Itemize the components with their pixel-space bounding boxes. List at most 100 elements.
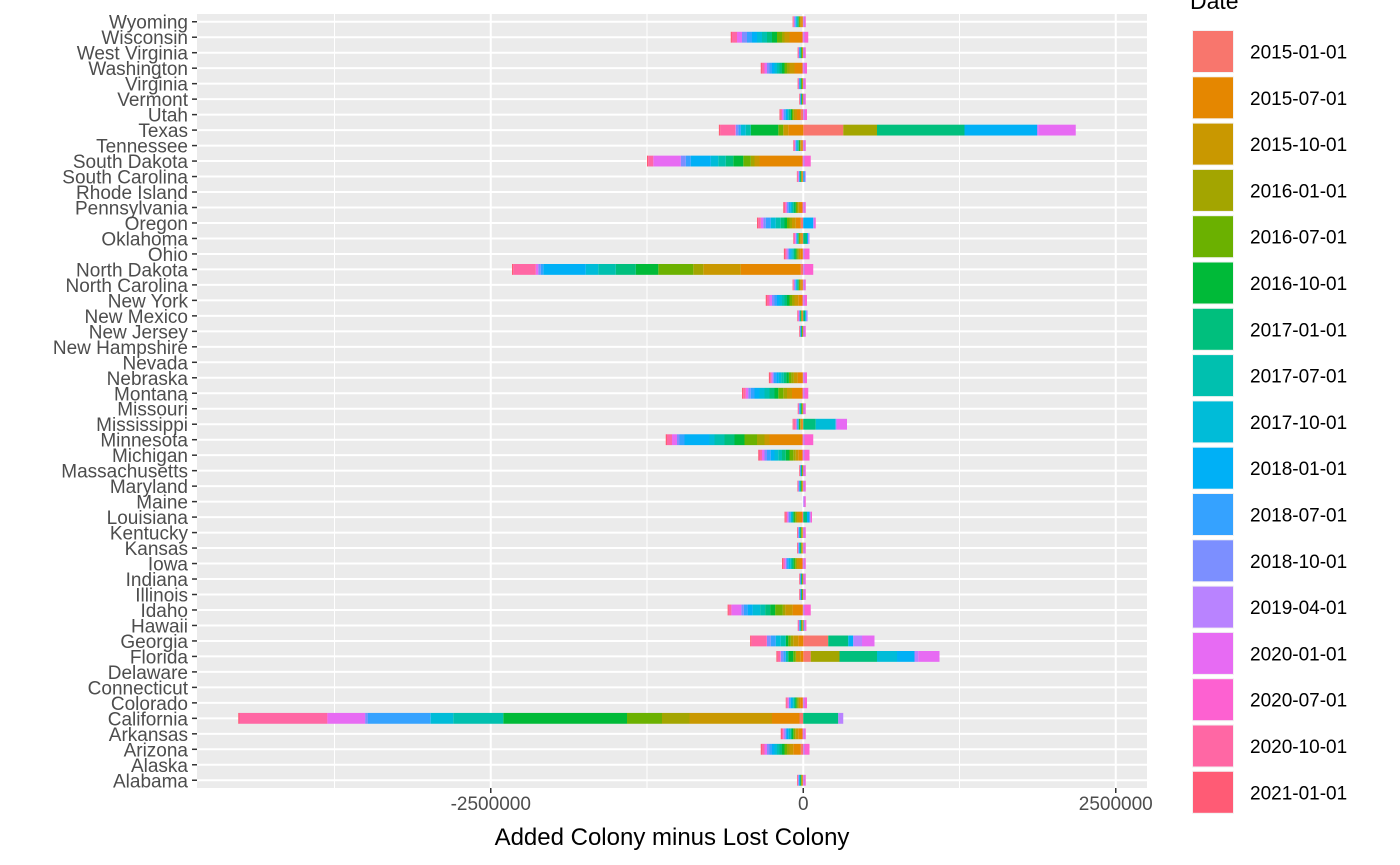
bar-segment	[804, 589, 806, 600]
bar-segment	[767, 743, 770, 755]
bar-segment	[801, 78, 802, 90]
bar-segment	[801, 480, 803, 492]
bar-segment	[799, 620, 801, 631]
bar-segment	[745, 387, 749, 399]
bar-segment	[798, 47, 799, 59]
bar-segment	[799, 47, 800, 59]
bar-segment	[798, 16, 800, 28]
bar-segment	[754, 387, 760, 399]
bar-segment	[789, 31, 802, 43]
bar-segment	[703, 264, 741, 275]
bar-segment	[774, 62, 777, 74]
bar-segment	[800, 310, 801, 322]
bar-segment	[1038, 124, 1076, 136]
bar-segment	[799, 465, 800, 477]
bar-segment	[799, 171, 800, 182]
bar-segment	[789, 449, 794, 461]
bar-segment	[743, 155, 751, 167]
bar-segment	[802, 527, 804, 538]
bar-segment	[790, 697, 792, 709]
bar-segment	[798, 620, 800, 631]
bar-segment	[758, 217, 761, 229]
bar-segment	[798, 635, 804, 647]
bar-segment	[803, 248, 805, 260]
legend-key	[1193, 494, 1233, 535]
bar-segment	[798, 620, 799, 631]
bar-segment	[801, 774, 803, 786]
bar-segment	[772, 294, 775, 306]
bar-segment	[767, 62, 770, 74]
bar-segment	[798, 697, 801, 709]
bar-segment	[800, 774, 801, 786]
y-tick-label: Tennessee	[96, 137, 188, 158]
legend-key	[1193, 447, 1233, 489]
bar-segment	[775, 635, 781, 647]
bar-segment	[787, 558, 789, 569]
y-tick-label: Alaska	[131, 756, 188, 777]
bar-segment	[585, 264, 599, 275]
bar-segment	[793, 418, 796, 430]
bar-segment	[800, 527, 802, 538]
legend-key	[1193, 771, 1233, 813]
bar-segment	[802, 573, 804, 585]
bar-segment	[793, 109, 795, 121]
bar-segment	[803, 171, 805, 182]
bar-segment	[798, 542, 799, 554]
bar-segment	[799, 233, 801, 244]
bar-segment	[802, 140, 804, 151]
y-tick-label: Missouri	[117, 400, 188, 421]
bar-segment	[792, 604, 803, 616]
bar-segment	[803, 620, 806, 631]
bar-segment	[790, 558, 792, 569]
bar-segment	[543, 264, 586, 275]
bar-segment	[747, 604, 753, 616]
bar-segment	[800, 620, 801, 631]
bar-segment	[877, 124, 965, 136]
bar-segment	[804, 604, 811, 616]
bar-segment	[800, 109, 804, 121]
bar-segment	[797, 16, 798, 28]
bar-segment	[648, 155, 654, 167]
bar-segment	[801, 403, 803, 415]
bar-segment	[799, 589, 800, 600]
bar-segment	[795, 248, 797, 260]
bar-segment	[797, 774, 798, 786]
bar-segment	[799, 480, 800, 492]
bar-segment	[786, 697, 788, 709]
bar-segment	[793, 16, 794, 28]
bar-segment	[714, 434, 725, 446]
bar-segment	[789, 697, 791, 709]
bar-segment	[759, 155, 802, 167]
bar-segment	[803, 697, 805, 709]
x-tick-label: 0	[798, 794, 809, 815]
bar-segment	[803, 651, 811, 662]
bar-segment	[794, 16, 796, 28]
bar-segment	[802, 155, 804, 167]
bar-segment	[797, 171, 798, 182]
bar-segment	[767, 294, 770, 306]
bar-segment	[772, 62, 775, 74]
bar-segment	[785, 511, 787, 523]
bar-segment	[777, 31, 782, 43]
bar-segment	[797, 527, 799, 538]
legend-label: 2016-07-01	[1250, 228, 1347, 249]
y-tick-label: Arizona	[124, 740, 189, 761]
bar-segment	[785, 697, 787, 709]
bar-segment	[769, 387, 775, 399]
bar-segment	[799, 774, 800, 786]
bar-segment	[800, 743, 804, 755]
x-tick-label: 2500000	[1079, 794, 1153, 815]
bar-segment	[799, 171, 800, 182]
bar-segment	[803, 279, 805, 291]
bar-segment	[802, 93, 804, 105]
bar-segment	[793, 202, 795, 213]
bar-segment	[512, 264, 514, 275]
bar-segment	[513, 264, 536, 275]
bar-segment	[780, 217, 785, 229]
bar-segment	[802, 542, 803, 554]
bar-segment	[804, 774, 806, 786]
bar-segment	[799, 171, 801, 182]
x-axis: -2500000 0 2500000	[451, 788, 1153, 815]
bar-segment	[804, 387, 809, 399]
bar-segment	[790, 109, 792, 121]
